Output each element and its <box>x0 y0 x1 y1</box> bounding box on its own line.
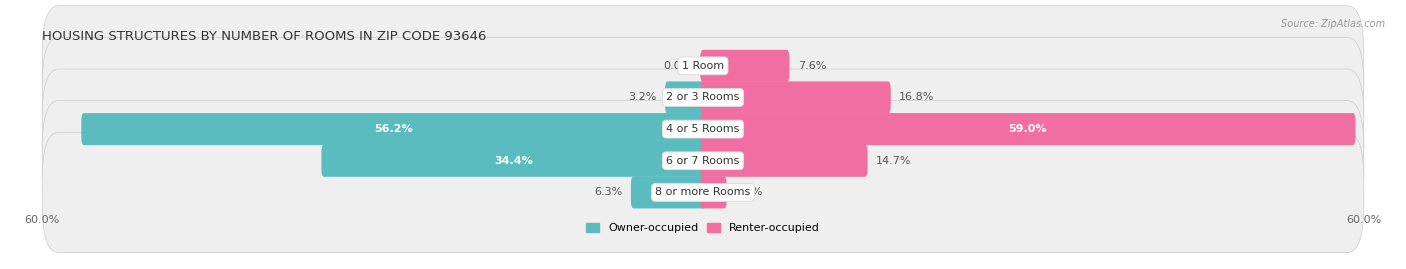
FancyBboxPatch shape <box>42 69 1364 189</box>
FancyBboxPatch shape <box>700 82 891 114</box>
Legend: Owner-occupied, Renter-occupied: Owner-occupied, Renter-occupied <box>586 223 820 233</box>
FancyBboxPatch shape <box>42 101 1364 221</box>
FancyBboxPatch shape <box>42 37 1364 158</box>
Text: 3.2%: 3.2% <box>628 93 657 102</box>
FancyBboxPatch shape <box>700 50 789 82</box>
Text: 7.6%: 7.6% <box>797 61 827 71</box>
Text: 4 or 5 Rooms: 4 or 5 Rooms <box>666 124 740 134</box>
Text: 1 Room: 1 Room <box>682 61 724 71</box>
Text: HOUSING STRUCTURES BY NUMBER OF ROOMS IN ZIP CODE 93646: HOUSING STRUCTURES BY NUMBER OF ROOMS IN… <box>42 30 486 43</box>
Text: 56.2%: 56.2% <box>374 124 413 134</box>
Text: 14.7%: 14.7% <box>876 156 911 166</box>
FancyBboxPatch shape <box>700 113 1355 145</box>
Text: 2 or 3 Rooms: 2 or 3 Rooms <box>666 93 740 102</box>
Text: 0.0%: 0.0% <box>664 61 692 71</box>
FancyBboxPatch shape <box>700 176 727 208</box>
Text: Source: ZipAtlas.com: Source: ZipAtlas.com <box>1281 19 1385 29</box>
Text: 16.8%: 16.8% <box>898 93 935 102</box>
Text: 59.0%: 59.0% <box>1008 124 1047 134</box>
Text: 6.3%: 6.3% <box>595 187 623 197</box>
FancyBboxPatch shape <box>700 145 868 177</box>
FancyBboxPatch shape <box>42 6 1364 126</box>
Text: 8 or more Rooms: 8 or more Rooms <box>655 187 751 197</box>
FancyBboxPatch shape <box>631 176 706 208</box>
FancyBboxPatch shape <box>42 132 1364 253</box>
FancyBboxPatch shape <box>82 113 706 145</box>
Text: 34.4%: 34.4% <box>494 156 533 166</box>
Text: 1.9%: 1.9% <box>735 187 763 197</box>
FancyBboxPatch shape <box>665 82 706 114</box>
FancyBboxPatch shape <box>322 145 706 177</box>
Text: 6 or 7 Rooms: 6 or 7 Rooms <box>666 156 740 166</box>
